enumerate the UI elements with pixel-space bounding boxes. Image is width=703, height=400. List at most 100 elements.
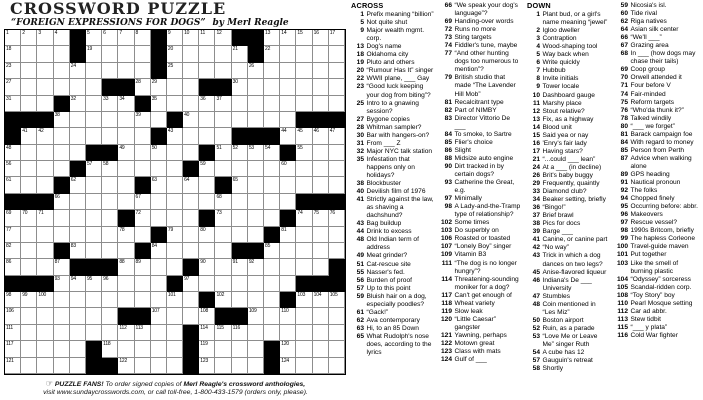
- grid-cell[interactable]: [247, 275, 265, 293]
- grid-cell[interactable]: [280, 95, 297, 112]
- grid-cell[interactable]: 18: [5, 46, 22, 63]
- grid-cell[interactable]: [150, 210, 167, 227]
- grid-cell[interactable]: 113: [134, 324, 151, 342]
- grid-cell[interactable]: 116: [231, 324, 248, 342]
- grid-cell[interactable]: [183, 144, 200, 162]
- grid-cell[interactable]: [312, 161, 329, 178]
- grid-cell[interactable]: [85, 95, 103, 112]
- grid-cell[interactable]: 76: [328, 210, 345, 227]
- grid-cell[interactable]: [280, 259, 297, 276]
- grid-cell[interactable]: [280, 46, 297, 63]
- grid-cell[interactable]: [37, 46, 54, 63]
- grid-cell[interactable]: 27: [5, 79, 22, 96]
- grid-cell[interactable]: 21: [231, 46, 248, 63]
- grid-cell[interactable]: [215, 259, 232, 276]
- grid-cell[interactable]: [21, 357, 38, 374]
- grid-cell[interactable]: [166, 341, 184, 358]
- grid-cell[interactable]: [247, 292, 265, 309]
- grid-cell[interactable]: 32: [69, 95, 86, 112]
- grid-cell[interactable]: [102, 324, 119, 342]
- grid-cell[interactable]: [102, 242, 119, 260]
- grid-cell[interactable]: [21, 144, 38, 162]
- grid-cell[interactable]: 69: [5, 210, 22, 227]
- grid-cell[interactable]: 67: [134, 193, 151, 211]
- grid-cell[interactable]: 84: [150, 242, 167, 260]
- grid-cell[interactable]: [21, 341, 38, 358]
- grid-cell[interactable]: 41: [21, 128, 38, 145]
- grid-cell[interactable]: 26: [247, 62, 265, 80]
- grid-cell[interactable]: [166, 95, 184, 112]
- grid-cell[interactable]: [296, 95, 313, 112]
- grid-cell[interactable]: [280, 111, 297, 129]
- grid-cell[interactable]: 114: [199, 324, 216, 342]
- grid-cell[interactable]: 81: [280, 226, 297, 243]
- grid-cell[interactable]: [296, 324, 313, 342]
- grid-cell[interactable]: 98: [5, 292, 22, 309]
- grid-cell[interactable]: 24: [69, 62, 86, 80]
- grid-cell[interactable]: [280, 62, 297, 80]
- grid-cell[interactable]: [166, 210, 184, 227]
- grid-cell[interactable]: [312, 144, 329, 162]
- grid-cell[interactable]: 1: [5, 30, 22, 47]
- grid-cell[interactable]: 103: [296, 292, 313, 309]
- grid-cell[interactable]: [183, 62, 200, 80]
- grid-cell[interactable]: 63: [150, 177, 167, 194]
- grid-cell[interactable]: [150, 275, 167, 293]
- grid-cell[interactable]: [312, 95, 329, 112]
- grid-cell[interactable]: [53, 46, 70, 63]
- grid-cell[interactable]: [166, 161, 184, 178]
- grid-cell[interactable]: [53, 144, 70, 162]
- grid-cell[interactable]: [183, 242, 200, 260]
- grid-cell[interactable]: [102, 308, 119, 325]
- grid-cell[interactable]: [69, 292, 86, 309]
- grid-cell[interactable]: 108: [199, 308, 216, 325]
- grid-cell[interactable]: 10: [183, 30, 200, 47]
- grid-cell[interactable]: [215, 161, 232, 178]
- grid-cell[interactable]: 4: [53, 30, 70, 47]
- grid-cell[interactable]: [183, 292, 200, 309]
- grid-cell[interactable]: [118, 341, 135, 358]
- grid-cell[interactable]: 105: [328, 292, 345, 309]
- grid-cell[interactable]: [21, 259, 38, 276]
- grid-cell[interactable]: [280, 242, 297, 260]
- grid-cell[interactable]: [37, 161, 54, 178]
- grid-cell[interactable]: [118, 62, 135, 80]
- grid-cell[interactable]: [312, 308, 329, 325]
- grid-cell[interactable]: 87: [53, 259, 70, 276]
- grid-cell[interactable]: [231, 62, 248, 80]
- grid-cell[interactable]: 17: [328, 30, 345, 47]
- grid-cell[interactable]: [166, 144, 184, 162]
- grid-cell[interactable]: 115: [215, 324, 232, 342]
- grid-cell[interactable]: [215, 62, 232, 80]
- grid-cell[interactable]: [53, 161, 70, 178]
- grid-cell[interactable]: 46: [312, 128, 329, 145]
- grid-cell[interactable]: [37, 308, 54, 325]
- grid-cell[interactable]: 111: [5, 324, 22, 342]
- grid-cell[interactable]: 101: [166, 292, 184, 309]
- grid-cell[interactable]: 47: [328, 128, 345, 145]
- grid-cell[interactable]: 7: [118, 30, 135, 47]
- grid-cell[interactable]: [280, 193, 297, 211]
- grid-cell[interactable]: 79: [166, 226, 184, 243]
- grid-cell[interactable]: [312, 177, 329, 194]
- grid-cell[interactable]: [264, 259, 281, 276]
- grid-cell[interactable]: 66: [53, 193, 70, 211]
- grid-cell[interactable]: [85, 308, 103, 325]
- grid-cell[interactable]: [21, 79, 38, 96]
- grid-cell[interactable]: [150, 161, 167, 178]
- grid-cell[interactable]: 64: [183, 177, 200, 194]
- grid-cell[interactable]: 3: [37, 30, 54, 47]
- grid-cell[interactable]: [85, 210, 103, 227]
- grid-cell[interactable]: 44: [280, 128, 297, 145]
- grid-cell[interactable]: [312, 357, 329, 374]
- grid-cell[interactable]: 13: [264, 30, 281, 47]
- grid-cell[interactable]: 83: [69, 242, 86, 260]
- grid-cell[interactable]: [69, 308, 86, 325]
- grid-cell[interactable]: [166, 242, 184, 260]
- grid-cell[interactable]: [183, 128, 200, 145]
- grid-cell[interactable]: 99: [21, 292, 38, 309]
- grid-cell[interactable]: 30: [231, 79, 248, 96]
- grid-cell[interactable]: 124: [280, 357, 297, 374]
- grid-cell[interactable]: [183, 95, 200, 112]
- grid-cell[interactable]: 68: [215, 193, 232, 211]
